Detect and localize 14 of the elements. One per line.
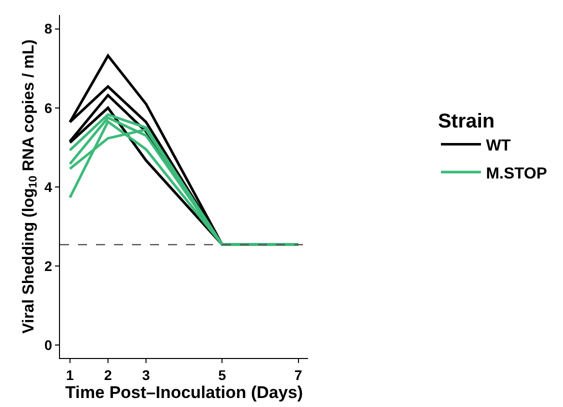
legend-title: Strain [438, 110, 495, 132]
y-tick-label: 8 [44, 20, 52, 37]
x-tick-label: 3 [142, 366, 150, 383]
y-tick-label: 2 [44, 258, 52, 274]
x-tick-label: 1 [66, 366, 74, 383]
x-tick-label: 5 [218, 366, 226, 383]
x-tick-label: 2 [104, 366, 112, 383]
y-tick-label: 6 [44, 100, 52, 116]
y-tick-label: 4 [44, 178, 52, 195]
x-axis-title: Time Post–Inoculation (Days) [65, 382, 303, 402]
y-tick-label: 0 [44, 336, 52, 353]
legend-label: M.STOP [486, 165, 548, 182]
legend-label: WT [486, 137, 512, 154]
x-tick-label: 7 [294, 366, 302, 383]
